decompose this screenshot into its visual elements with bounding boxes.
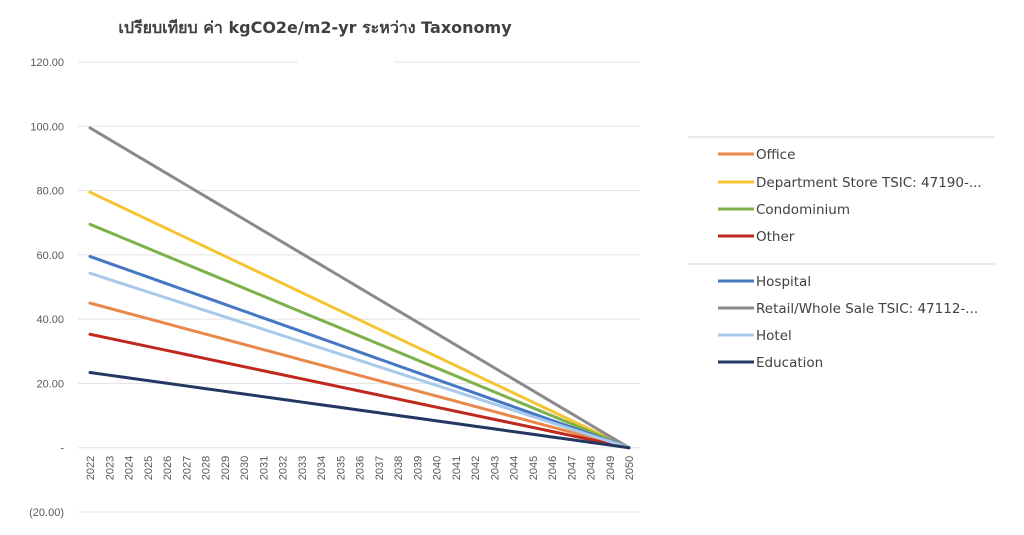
x-tick-label: 2023 bbox=[104, 456, 116, 480]
x-tick-label: 2048 bbox=[586, 456, 598, 480]
x-tick-label: 2043 bbox=[489, 456, 501, 480]
series-line-retail-whole-sale-tsic-47112 bbox=[88, 126, 631, 450]
x-tick-label: 2050 bbox=[624, 456, 636, 480]
x-tick-label: 2038 bbox=[393, 456, 405, 480]
legend-label: Hospital bbox=[756, 274, 811, 290]
legend-label: Condominium bbox=[756, 202, 850, 218]
y-tick-label: 80.00 bbox=[36, 186, 64, 198]
legend-label: Retail/Whole Sale TSIC: 47112-... bbox=[756, 301, 978, 317]
x-tick-label: 2031 bbox=[258, 456, 270, 480]
series-line-education bbox=[88, 371, 631, 450]
x-tick-label: 2044 bbox=[509, 456, 521, 480]
x-tick-label: 2024 bbox=[124, 456, 136, 480]
plot-area bbox=[88, 126, 631, 450]
x-tick-label: 2026 bbox=[162, 456, 174, 480]
chart-title: เปรียบเทียบ ค่า kgCO2e/m2-yr ระหว่าง Tax… bbox=[118, 18, 512, 37]
legend-label: Department Store TSIC: 47190-... bbox=[756, 175, 982, 191]
x-tick-label: 2037 bbox=[374, 456, 386, 480]
x-tick-label: 2040 bbox=[432, 456, 444, 480]
legend-label: Other bbox=[756, 229, 795, 245]
series-line-other bbox=[88, 332, 631, 450]
x-tick-label: 2046 bbox=[547, 456, 559, 480]
series-line-hotel bbox=[88, 271, 631, 450]
x-tick-label: 2035 bbox=[335, 456, 347, 480]
x-tick-label: 2030 bbox=[239, 456, 251, 480]
legend-label: Education bbox=[756, 355, 823, 371]
x-tick-label: 2032 bbox=[278, 456, 290, 480]
y-tick-label: 40.00 bbox=[36, 314, 64, 326]
x-tick-label: 2028 bbox=[201, 456, 213, 480]
y-tick-label: 60.00 bbox=[36, 250, 64, 262]
x-tick-label: 2047 bbox=[566, 456, 578, 480]
x-tick-label: 2034 bbox=[316, 456, 328, 480]
legend: Office Department Store TSIC: 47190-... Co… bbox=[688, 136, 995, 371]
y-tick-label: (20.00) bbox=[29, 507, 64, 519]
x-tick-label: 2027 bbox=[181, 456, 193, 480]
x-tick-label: 2033 bbox=[297, 456, 309, 480]
x-tick-label: 2036 bbox=[355, 456, 367, 480]
x-tick-label: 2042 bbox=[470, 456, 482, 480]
x-axis: 2022 2023 2024 2025 2026 2027 2028 2029 2030 2031… bbox=[85, 456, 636, 480]
legend-label: Office bbox=[756, 147, 795, 163]
y-tick-label: 20.00 bbox=[36, 378, 64, 390]
y-tick-label: 120.00 bbox=[30, 57, 64, 69]
y-axis: 120.00 100.00 80.00 60.00 40.00 20.00 - (20.00) bbox=[29, 57, 64, 519]
gridlines bbox=[78, 59, 640, 513]
series-line-condominium bbox=[88, 222, 631, 450]
x-tick-label: 2039 bbox=[412, 456, 424, 480]
y-tick-label: - bbox=[60, 443, 64, 455]
x-tick-label: 2029 bbox=[220, 456, 232, 480]
legend-label: Hotel bbox=[756, 328, 792, 344]
y-tick-label: 100.00 bbox=[30, 121, 64, 133]
x-tick-label: 2049 bbox=[605, 456, 617, 480]
x-tick-label: 2022 bbox=[85, 456, 97, 480]
x-tick-label: 2041 bbox=[451, 456, 463, 480]
series-line-hospital bbox=[88, 254, 631, 450]
x-tick-label: 2025 bbox=[143, 456, 155, 480]
x-tick-label: 2045 bbox=[528, 456, 540, 480]
series-line-office bbox=[88, 301, 631, 450]
series-line-department-store-tsic-47190 bbox=[88, 190, 631, 450]
